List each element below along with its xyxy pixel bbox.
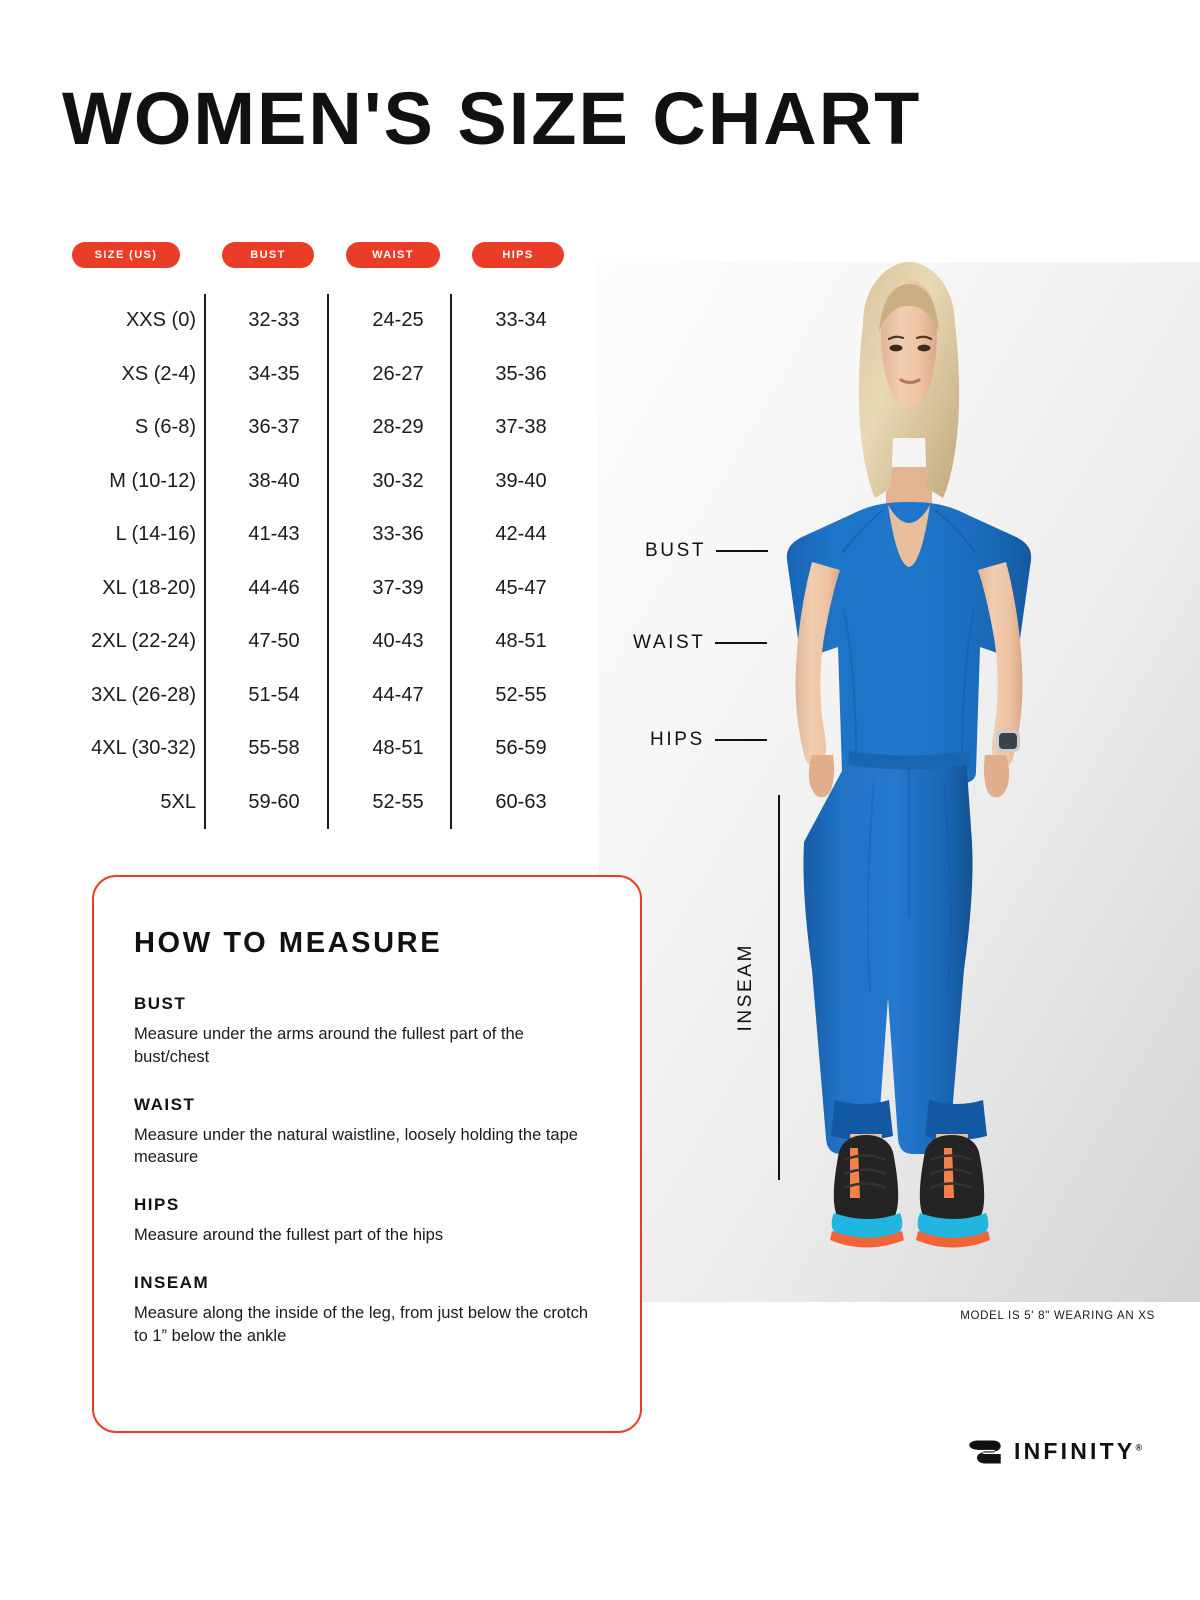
cell-waist: 52-55 — [372, 790, 424, 813]
callout-hips-label: HIPS — [650, 729, 705, 750]
cell-bust: 47-50 — [248, 630, 300, 653]
callout-waist: WAIST — [633, 632, 768, 654]
brand-name: INFINITY® — [1014, 1438, 1142, 1465]
cell-bust: 41-43 — [248, 523, 300, 546]
cell-size: 2XL (22-24) — [91, 630, 196, 653]
cell-size: 4XL (30-32) — [91, 737, 196, 760]
table-row: XXS (0) 32-33 24-25 33-34 — [62, 294, 582, 348]
cell-size: L (14-16) — [115, 523, 196, 546]
table-row: 3XL (26-28) 51-54 44-47 52-55 — [62, 669, 582, 723]
table-row: 4XL (30-32) 55-58 48-51 56-59 — [62, 722, 582, 776]
column-divider-3 — [450, 294, 452, 829]
measure-item-body: Measure under the arms around the fulles… — [134, 1025, 524, 1066]
callout-inseam: INSEAM — [735, 795, 757, 1180]
column-divider-1 — [204, 294, 206, 829]
callout-waist-label: WAIST — [633, 632, 706, 653]
table-row: 5XL 59-60 52-55 60-63 — [62, 776, 582, 830]
cell-hips: 48-51 — [495, 630, 547, 653]
cell-bust: 44-46 — [248, 576, 300, 599]
cell-hips: 56-59 — [495, 737, 547, 760]
cell-waist: 24-25 — [372, 309, 424, 332]
callout-bust-label: BUST — [645, 540, 707, 561]
how-to-measure-list: BUST Measure under the arms around the fu… — [134, 994, 600, 1347]
cell-size: S (6-8) — [134, 416, 196, 439]
column-header-size: SIZE (US) — [72, 242, 180, 268]
cell-bust: 36-37 — [248, 416, 300, 439]
cell-bust: 38-40 — [248, 469, 300, 492]
cell-waist: 48-51 — [372, 737, 424, 760]
table-row: XL (18-20) 44-46 37-39 45-47 — [62, 562, 582, 616]
measure-item: INSEAM Measure along the inside of the le… — [134, 1273, 600, 1348]
cell-size: 3XL (26-28) — [91, 683, 196, 706]
measure-item-body: Measure under the natural waistline, loo… — [134, 1125, 578, 1167]
cell-waist: 30-32 — [372, 469, 424, 492]
cell-bust: 34-35 — [248, 362, 300, 385]
cell-size: XS (2-4) — [121, 362, 196, 385]
cell-bust: 59-60 — [248, 790, 300, 813]
cell-hips: 37-38 — [495, 416, 547, 439]
measure-item-body: Measure along the inside of the leg, fro… — [134, 1303, 588, 1345]
table-row: L (14-16) 41-43 33-36 42-44 — [62, 508, 582, 562]
column-header-waist: WAIST — [346, 242, 440, 268]
how-to-measure-title: HOW TO MEASURE — [134, 927, 443, 959]
brand-logo: INFINITY® — [968, 1438, 1142, 1465]
cell-hips: 60-63 — [495, 790, 547, 813]
brand-name-text: INFINITY — [1014, 1438, 1136, 1464]
cell-waist: 28-29 — [372, 416, 424, 439]
cell-hips: 33-34 — [495, 309, 547, 332]
table-row: XS (2-4) 34-35 26-27 35-36 — [62, 348, 582, 402]
table-row: S (6-8) 36-37 28-29 37-38 — [62, 401, 582, 455]
cell-waist: 40-43 — [372, 630, 424, 653]
measure-item-heading: HIPS — [134, 1195, 180, 1215]
cell-size: XL (18-20) — [102, 576, 196, 599]
cell-waist: 37-39 — [372, 576, 424, 599]
measure-item-heading: INSEAM — [134, 1272, 210, 1292]
measure-item: BUST Measure under the arms around the fu… — [134, 994, 600, 1069]
callout-hips: HIPS — [650, 729, 767, 751]
table-row: M (10-12) 38-40 30-32 39-40 — [62, 455, 582, 509]
column-divider-2 — [327, 294, 329, 829]
page-title: WOMEN'S SIZE CHART — [62, 77, 922, 160]
cell-waist: 26-27 — [372, 362, 424, 385]
measure-item-body: Measure around the fullest part of the h… — [134, 1226, 444, 1245]
infinity-mark-icon — [969, 1440, 1001, 1463]
cell-waist: 44-47 — [372, 683, 424, 706]
cell-bust: 55-58 — [248, 737, 300, 760]
callout-inseam-label: INSEAM — [735, 943, 756, 1032]
measure-item-heading: BUST — [134, 994, 187, 1013]
callout-hips-rule — [714, 739, 767, 741]
cell-hips: 45-47 — [495, 576, 547, 599]
callout-waist-rule — [715, 642, 768, 644]
measure-item: WAIST Measure under the natural waistline… — [134, 1095, 600, 1170]
measure-item-heading: WAIST — [134, 1094, 196, 1114]
table-body: XXS (0) 32-33 24-25 33-34 XS (2-4) 34-35 26-27… — [62, 294, 582, 829]
column-header-hips: HIPS — [472, 242, 564, 268]
model-caption: MODEL IS 5' 8" WEARING AN XS — [960, 1310, 1155, 1322]
callout-bust: BUST — [645, 540, 769, 562]
callout-inseam-rule — [778, 795, 780, 1180]
cell-bust: 32-33 — [248, 309, 300, 332]
cell-hips: 42-44 — [495, 523, 547, 546]
how-to-measure-box: HOW TO MEASURE BUST Measure under the arm… — [92, 875, 642, 1433]
registered-mark: ® — [1135, 1442, 1143, 1453]
cell-hips: 35-36 — [495, 362, 547, 385]
cell-size: 5XL — [160, 790, 196, 813]
column-header-bust: BUST — [222, 242, 314, 268]
measure-item: HIPS Measure around the fullest part of t… — [134, 1195, 600, 1247]
cell-size: M (10-12) — [109, 469, 196, 492]
model-photo-panel — [598, 262, 1200, 1302]
callout-bust-rule — [716, 550, 769, 552]
model-illustration — [786, 262, 1032, 1248]
table-header-row: SIZE (US) BUST WAIST HIPS — [62, 238, 582, 272]
cell-hips: 39-40 — [495, 469, 547, 492]
table-row: 2XL (22-24) 47-50 40-43 48-51 — [62, 615, 582, 669]
cell-bust: 51-54 — [248, 683, 300, 706]
cell-hips: 52-55 — [495, 683, 547, 706]
size-table: SIZE (US) BUST WAIST HIPS XXS (0) 32-33 24… — [62, 238, 582, 829]
cell-size: XXS (0) — [125, 309, 196, 332]
cell-waist: 33-36 — [372, 523, 424, 546]
